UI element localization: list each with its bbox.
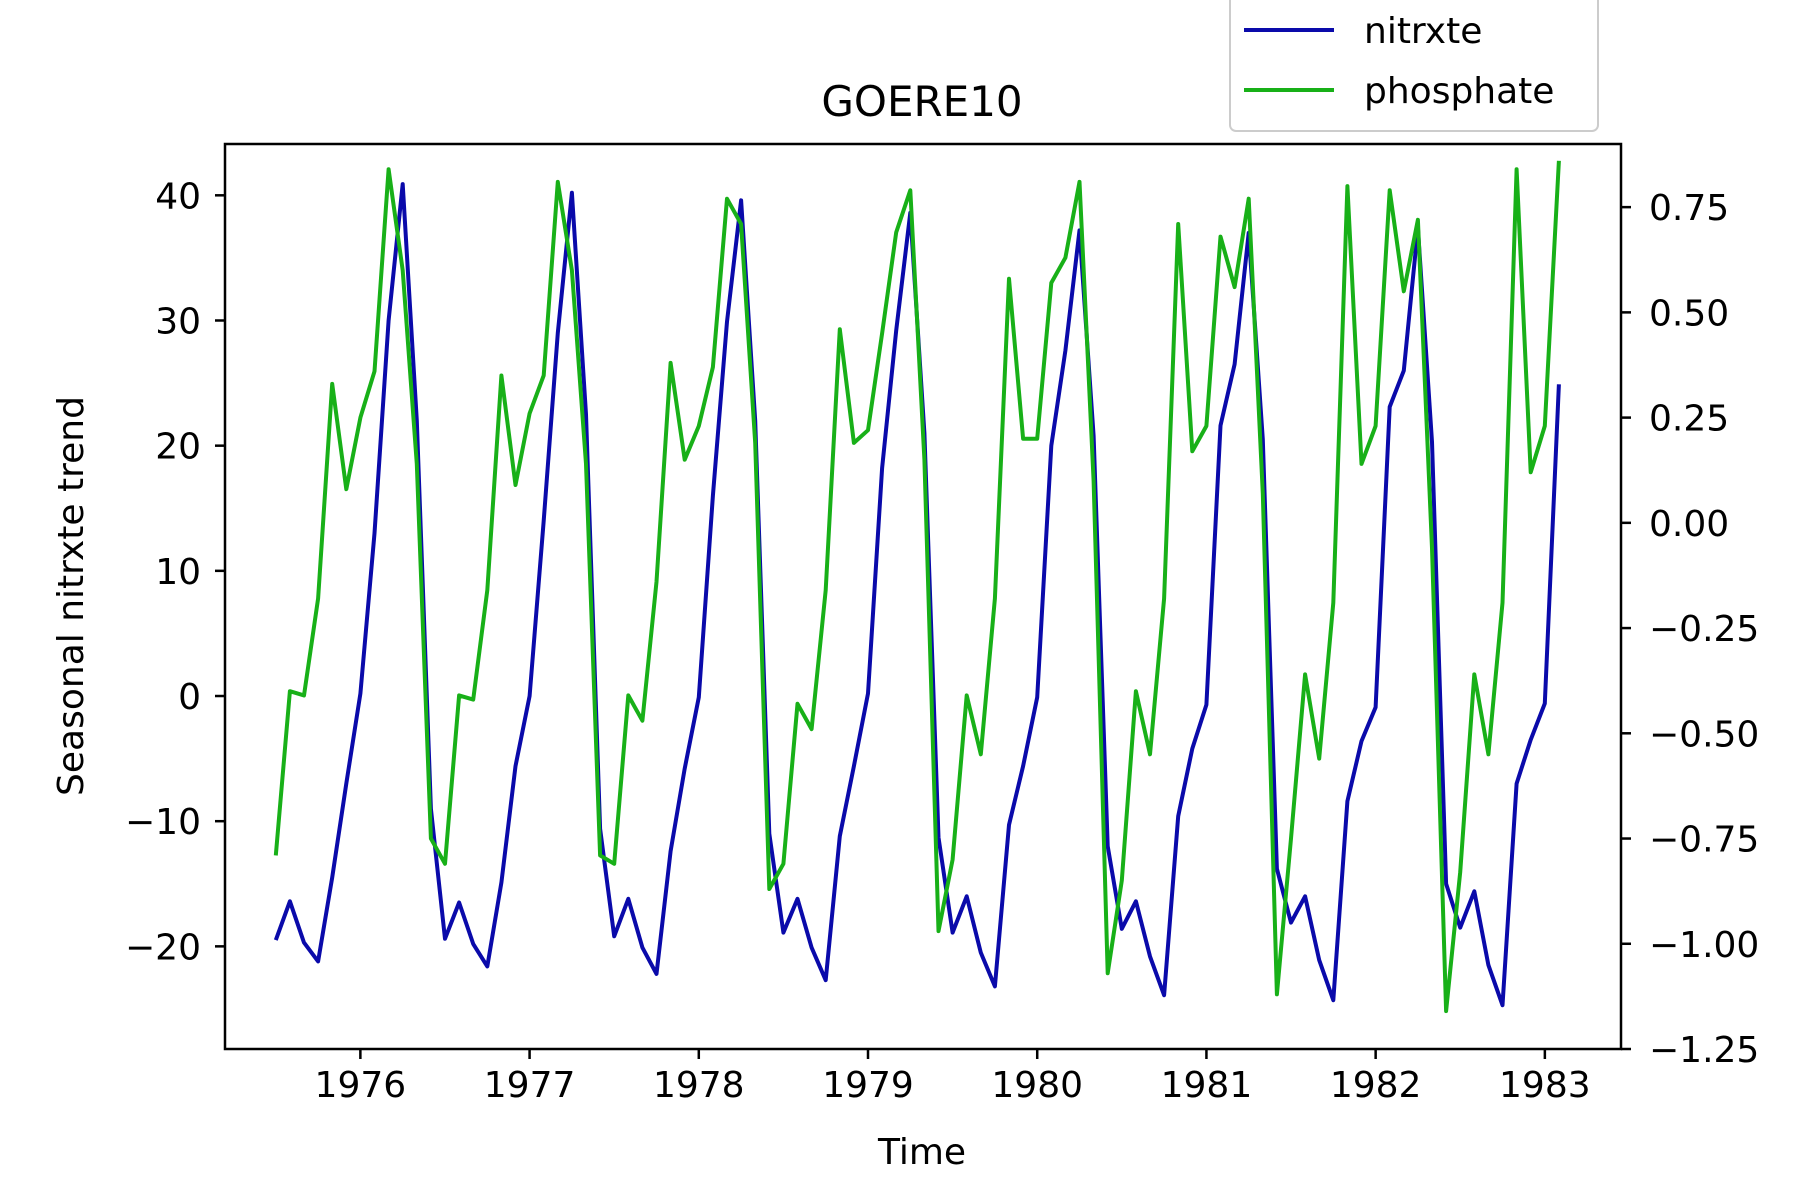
y2-tick-label: 0.00: [1649, 504, 1729, 545]
x-tick-label: 1976: [315, 1065, 407, 1106]
left-y-axis-ticks: −20 −10 0 10 20 30 40: [125, 176, 225, 968]
x-tick-label: 1982: [1330, 1065, 1422, 1106]
y2-tick-label: −0.50: [1649, 714, 1759, 755]
legend-phosphate-label: phosphate: [1364, 71, 1554, 112]
y2-tick-label: −0.75: [1649, 820, 1759, 861]
y-tick-label: −10: [125, 802, 201, 843]
right-y-axis-ticks: −1.25 −1.00 −0.75 −0.50 −0.25 0.00 0.25 0.50 0.7…: [1621, 188, 1759, 1071]
series-line-phosphate: [273, 160, 1561, 1014]
x-tick-label: 1978: [653, 1065, 745, 1106]
x-axis-label: Time: [877, 1132, 966, 1173]
y-tick-label: 30: [155, 301, 201, 342]
y2-tick-label: −1.25: [1649, 1030, 1759, 1071]
chart-title: GOERE10: [821, 77, 1022, 126]
legend: nitrxte phosphate: [1229, 0, 1599, 132]
y-axis-label: Seasonal nitrxte trend: [51, 396, 92, 796]
legend-box: [1229, 0, 1599, 132]
y-tick-label: −20: [125, 927, 201, 968]
x-tick-label: 1979: [822, 1065, 914, 1106]
y-tick-label: 0: [178, 677, 201, 718]
x-tick-label: 1981: [1161, 1065, 1253, 1106]
y2-tick-label: 0.25: [1649, 399, 1729, 440]
x-axis-ticks: 1976 1977 1978 1979 1980 1981 1982 1983: [315, 1049, 1591, 1106]
y2-tick-label: 0.75: [1649, 188, 1729, 229]
plot-area-frame: [223, 142, 1623, 1051]
y-tick-label: 40: [155, 176, 201, 217]
y2-tick-label: −1.00: [1649, 925, 1759, 966]
legend-nitrxte-label: nitrxte: [1364, 11, 1482, 52]
x-tick-label: 1980: [991, 1065, 1083, 1106]
x-tick-label: 1983: [1499, 1065, 1591, 1106]
x-tick-label: 1977: [484, 1065, 576, 1106]
y-tick-label: 20: [155, 427, 201, 468]
y2-tick-label: 0.50: [1649, 293, 1729, 334]
y2-tick-label: −0.25: [1649, 609, 1759, 650]
series-layer: [273, 160, 1561, 1014]
y-tick-label: 10: [155, 552, 201, 593]
